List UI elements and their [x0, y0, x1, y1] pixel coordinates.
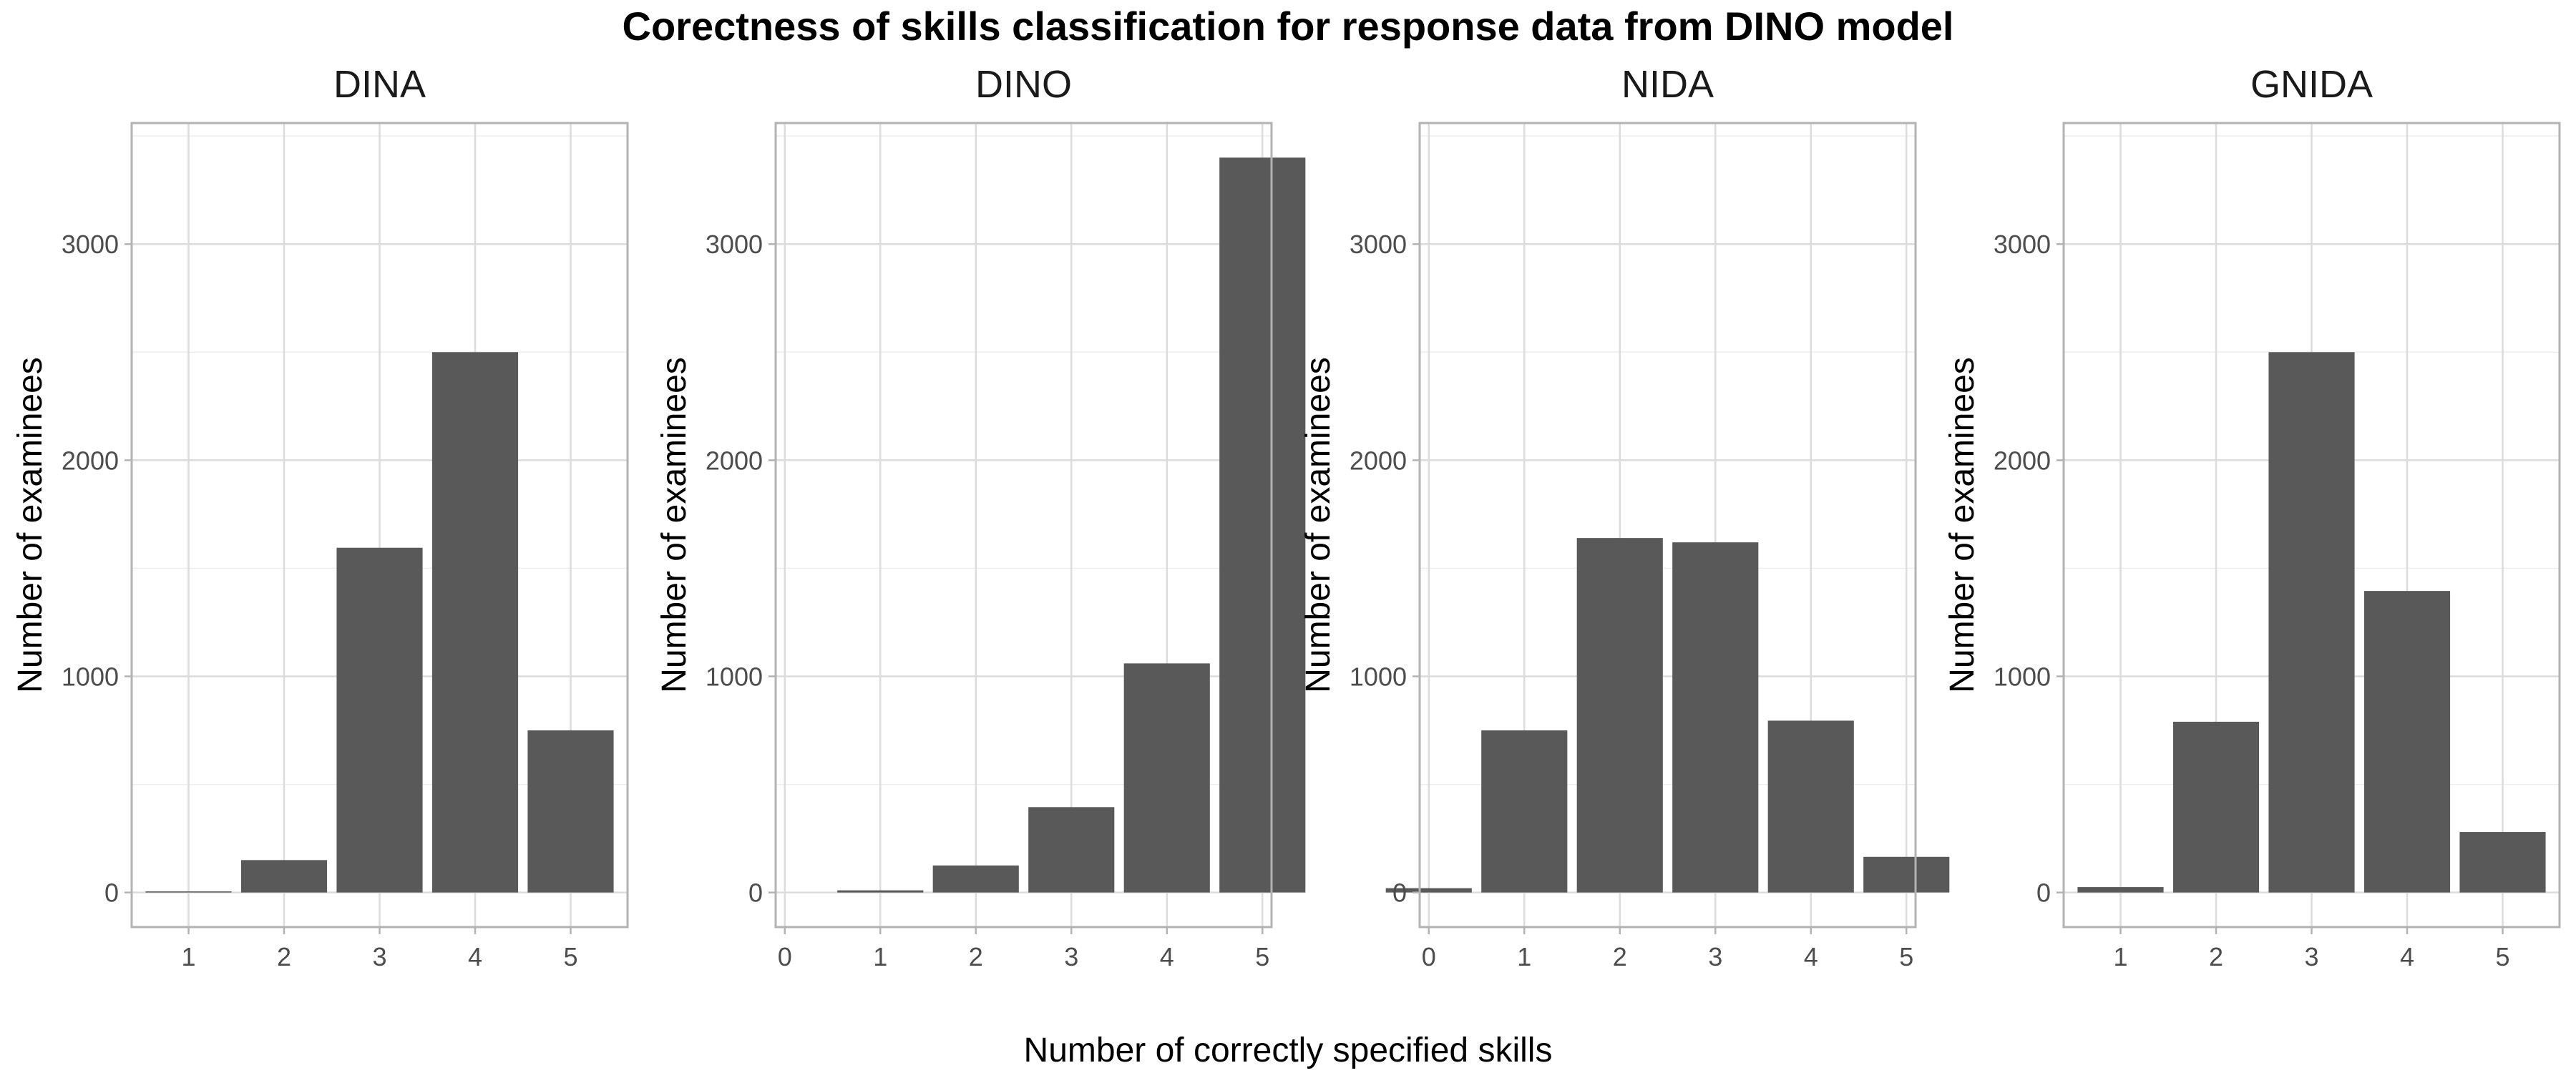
bar-nida-3	[1672, 542, 1759, 893]
y-axis-title: Number of examinees	[11, 357, 49, 693]
y-tick-label: 1000	[62, 662, 119, 692]
y-tick-label: 1000	[1994, 662, 2051, 692]
facet-title: DINO	[975, 63, 1072, 106]
x-tick-label: 5	[563, 942, 577, 971]
bar-nida-2	[1576, 538, 1663, 893]
y-tick-label: 2000	[1994, 446, 2051, 475]
bar-dino-2	[932, 865, 1019, 893]
facet-title: GNIDA	[2250, 63, 2373, 106]
bar-gnida-4	[2363, 591, 2451, 893]
bar-dino-5	[1219, 157, 1306, 893]
x-tick-label: 1	[873, 942, 887, 971]
x-axis-title: Number of correctly specified skills	[1024, 1032, 1553, 1069]
y-tick-label: 3000	[706, 230, 763, 259]
bar-gnida-3	[2268, 352, 2355, 893]
y-axis-title: Number of examinees	[1299, 357, 1337, 693]
y-axis-title: Number of examinees	[655, 357, 693, 693]
x-tick-label: 4	[468, 942, 482, 971]
x-tick-label: 5	[1255, 942, 1269, 971]
bar-nida-0	[1385, 888, 1472, 893]
y-tick-label: 3000	[1350, 230, 1407, 259]
y-tick-label: 2000	[1350, 446, 1407, 475]
bar-nida-4	[1767, 720, 1854, 893]
y-tick-label: 3000	[1994, 230, 2051, 259]
y-tick-label: 1000	[1350, 662, 1407, 692]
y-axis-title: Number of examinees	[1943, 357, 1981, 693]
y-tick-label: 1000	[706, 662, 763, 692]
x-tick-label: 4	[1160, 942, 1174, 971]
panel-nida: 0 1000 2000 3000 0 1 2 3 4 5 NIDA Number of examine…	[1299, 63, 1950, 971]
bar-dina-5	[527, 730, 614, 893]
panel-dina: 0 1000 2000 3000 1 2 3 4 5 DINA Number of examinee…	[11, 63, 629, 971]
panel-dino: 0 1000 2000 3000 0 1 2 3 4 5 DINO Number of examine…	[655, 63, 1306, 971]
x-tick-label: 1	[181, 942, 195, 971]
x-tick-label: 3	[2304, 942, 2318, 971]
x-tick-label: 2	[969, 942, 983, 971]
x-tick-label: 5	[2495, 942, 2509, 971]
y-tick-label: 3000	[62, 230, 119, 259]
bar-dina-1	[145, 891, 232, 893]
bar-dina-4	[431, 352, 519, 893]
bar-nida-1	[1481, 730, 1568, 893]
x-tick-label: 1	[1517, 942, 1531, 971]
bar-dina-2	[240, 860, 328, 893]
x-tick-label: 4	[2400, 942, 2414, 971]
facet-title: DINA	[333, 63, 426, 106]
panel-border	[1418, 122, 1917, 929]
x-tick-label: 2	[277, 942, 291, 971]
x-tick-label: 2	[1613, 942, 1627, 971]
panel-gnida: 0 1000 2000 3000 1 2 3 4 5 GNIDA Number of examine…	[1943, 63, 2561, 971]
y-tick-label: 2000	[62, 446, 119, 475]
x-tick-label: 3	[1064, 942, 1078, 971]
x-tick-label: 1	[2113, 942, 2127, 971]
x-tick-label: 3	[1708, 942, 1722, 971]
y-tick-label: 0	[2036, 878, 2051, 908]
facet-title: NIDA	[1621, 63, 1714, 106]
x-tick-label: 0	[778, 942, 792, 971]
x-tick-label: 5	[1899, 942, 1913, 971]
bar-dino-4	[1123, 663, 1210, 893]
bar-dino-1	[837, 890, 924, 893]
bar-nida-5	[1863, 856, 1950, 893]
bar-gnida-1	[2077, 887, 2164, 893]
chart-title: Corectness of skills classification for …	[623, 4, 1954, 49]
y-tick-label: 0	[104, 878, 119, 908]
bar-gnida-5	[2459, 832, 2546, 893]
y-tick-label: 2000	[706, 446, 763, 475]
y-tick-label: 0	[1392, 878, 1407, 908]
x-tick-label: 2	[2209, 942, 2223, 971]
bar-dino-3	[1028, 807, 1115, 893]
panel-border	[774, 122, 1273, 929]
x-tick-label: 4	[1804, 942, 1818, 971]
y-tick-label: 0	[748, 878, 763, 908]
bar-gnida-2	[2172, 721, 2260, 893]
bar-dina-3	[336, 547, 423, 893]
x-tick-label: 3	[372, 942, 386, 971]
x-tick-label: 0	[1422, 942, 1436, 971]
